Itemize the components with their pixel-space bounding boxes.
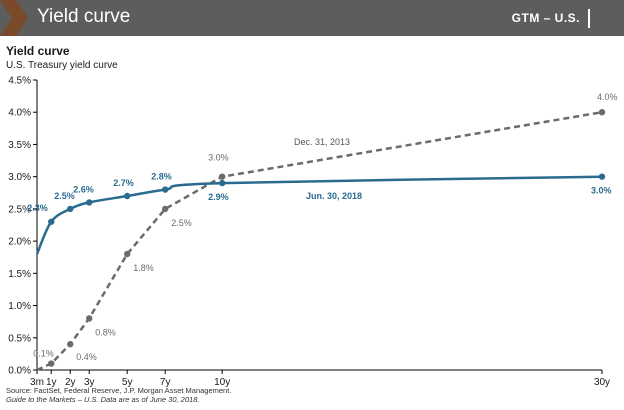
y-tick-label: 4.5% [8,76,31,87]
y-tick-label: 3.0% [8,172,31,183]
data-date-note: Guide to the Markets – U.S. Data are as … [6,395,200,404]
dec-2013-point [218,173,226,180]
chart-subtitle: U.S. Treasury yield curve [6,60,118,71]
x-tick-label: 30y [594,377,610,388]
x-tick-label: 2y [65,377,76,388]
jun-2018-data-label: 2.8% [151,172,172,182]
jun-2018-series-name: Jun. 30, 2018 [306,191,362,201]
jun-2018-data-label: 2.5% [54,191,75,201]
x-tick-label: 3y [84,377,95,388]
dec-2013-data-label: 4.0% [597,92,618,102]
dec-2013-data-label: 0.8% [95,327,116,337]
y-tick-label: 3.5% [8,140,31,151]
x-tick-label: 3m [30,377,44,388]
x-tick-label: 1y [46,377,57,388]
jun-2018-point [218,179,226,187]
jun-2018-data-label: 2.6% [73,184,94,194]
jun-2018-data-label: 2.3% [27,203,48,213]
x-tick-label: 5y [122,377,133,388]
jun-2018-data-label: 2.9% [208,192,229,202]
jun-2018-point [124,192,131,200]
header-divider [588,9,590,28]
y-tick-label: 2.0% [8,237,31,248]
chevron-icon [0,0,28,36]
chart-title: Yield curve [6,44,70,58]
dec-2013-data-label: 0.4% [76,352,97,362]
header-title: Yield curve [37,6,131,27]
x-tick-label: 10y [214,377,230,388]
x-tick-label: 7y [160,377,171,388]
y-tick-label: 0.0% [8,366,31,377]
jun-2018-point [598,173,606,180]
y-tick-label: 1.0% [8,301,31,312]
header-tag: GTM – U.S. [511,11,580,25]
dec-2013-data-label: 0.1% [33,349,54,359]
jun-2018-point [67,205,74,213]
jun-2018-point [86,199,93,206]
dec-2013-point [48,360,55,367]
header-bar: Yield curve GTM – U.S. [0,0,624,36]
y-tick-label: 1.5% [8,269,31,280]
source-note: Source: FactSet, Federal Reserve, J.P. M… [6,386,232,395]
jun-2018-point [48,218,55,225]
y-tick-label: 2.5% [8,204,31,215]
jun-2018-point [161,186,169,193]
series-line-jun-2018 [35,175,603,255]
y-tick-label: 0.5% [8,333,31,344]
dec-2013-series-name: Dec. 31, 2013 [294,137,350,147]
series-line-dec-2013 [36,110,603,372]
dec-2013-data-label: 2.5% [171,218,192,228]
jun-2018-data-label: 2.7% [113,178,134,188]
dec-2013-point [124,250,131,258]
dec-2013-point [86,315,93,322]
dec-2013-data-label: 1.8% [133,263,154,273]
y-tick-label: 4.0% [8,108,31,119]
jun-2018-data-label: 3.0% [591,186,612,196]
dec-2013-point [161,205,169,213]
dec-2013-data-label: 3.0% [208,153,229,163]
dec-2013-point [67,341,74,348]
dec-2013-point [598,109,606,116]
